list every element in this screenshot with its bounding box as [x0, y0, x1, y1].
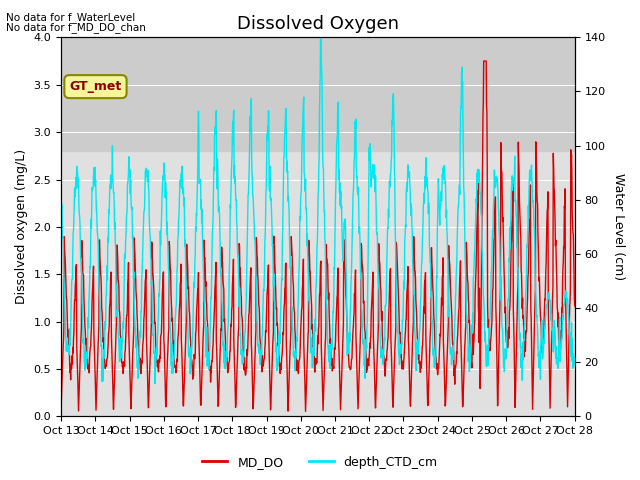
Title: Dissolved Oxygen: Dissolved Oxygen [237, 15, 399, 33]
Legend: MD_DO, depth_CTD_cm: MD_DO, depth_CTD_cm [197, 451, 443, 474]
Text: No data for f_MD_DO_chan: No data for f_MD_DO_chan [6, 22, 147, 33]
Y-axis label: Water Level (cm): Water Level (cm) [612, 173, 625, 280]
Text: GT_met: GT_met [69, 80, 122, 93]
Y-axis label: Dissolved oxygen (mg/L): Dissolved oxygen (mg/L) [15, 149, 28, 304]
Text: No data for f_WaterLevel: No data for f_WaterLevel [6, 12, 136, 23]
Bar [61, 37, 575, 151]
